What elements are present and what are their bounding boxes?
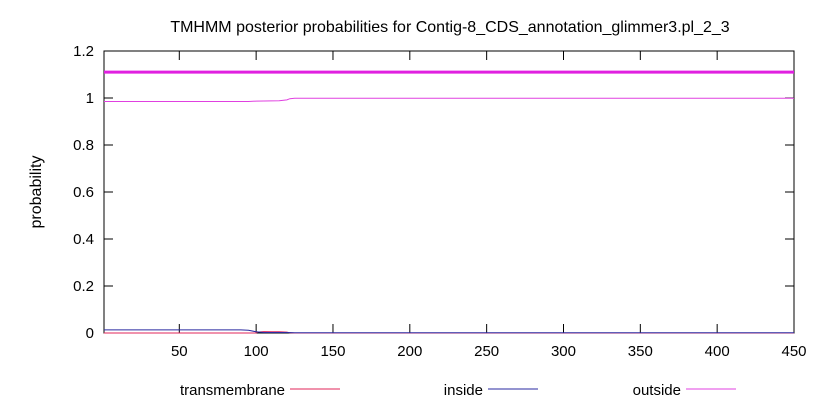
series-layer bbox=[104, 70, 794, 334]
y-tick-label: 0.8 bbox=[73, 137, 94, 154]
x-tick-label: 50 bbox=[171, 343, 188, 360]
y-tick-label: 0.4 bbox=[73, 231, 94, 248]
legend-label-inside: inside bbox=[444, 382, 483, 399]
y-tick-label: 1.2 bbox=[73, 43, 94, 60]
y-tick-label: 0.6 bbox=[73, 184, 94, 201]
x-tick-label: 150 bbox=[320, 343, 345, 360]
series-line-outside bbox=[104, 97, 794, 102]
y-axis-label: probability bbox=[28, 156, 45, 229]
x-axis-ticks: 50 100 150 200 250 300 350 400 450 bbox=[171, 51, 807, 360]
x-tick-label: 400 bbox=[705, 343, 730, 360]
x-tick-label: 450 bbox=[781, 343, 806, 360]
y-axis-ticks: 0 0.2 0.4 0.6 0.8 1 1.2 bbox=[73, 43, 794, 342]
x-tick-label: 300 bbox=[551, 343, 576, 360]
x-tick-label: 250 bbox=[474, 343, 499, 360]
y-tick-label: 0.2 bbox=[73, 278, 94, 295]
y-tick-label: 0 bbox=[86, 325, 94, 342]
x-tick-label: 350 bbox=[628, 343, 653, 360]
x-tick-label: 100 bbox=[244, 343, 269, 360]
legend: transmembrane inside outside bbox=[180, 382, 736, 399]
x-tick-label: 200 bbox=[397, 343, 422, 360]
series-line-inside bbox=[104, 329, 794, 334]
plot-frame bbox=[103, 50, 795, 334]
legend-label-transmembrane: transmembrane bbox=[180, 382, 285, 399]
legend-label-outside: outside bbox=[633, 382, 681, 399]
y-tick-label: 1 bbox=[86, 90, 94, 107]
chart-title: TMHMM posterior probabilities for Contig… bbox=[170, 19, 729, 36]
